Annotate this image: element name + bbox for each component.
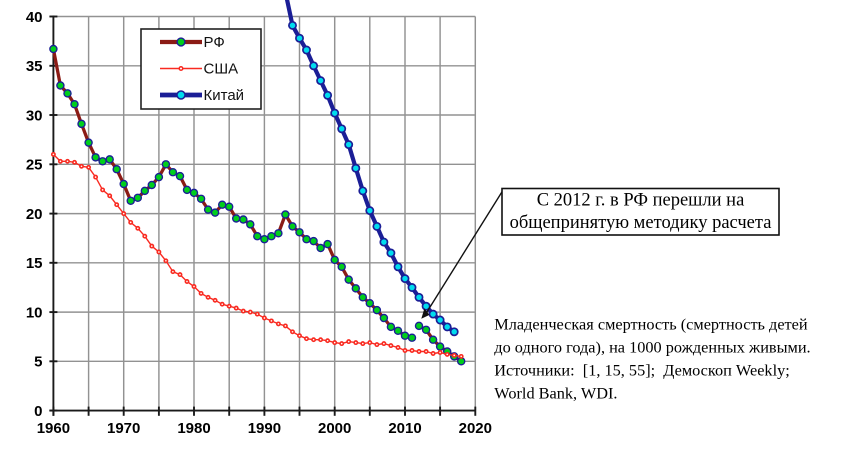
svg-text:0: 0 (34, 403, 42, 420)
svg-text:Младенческая смертность (смерт: Младенческая смертность (смертность дете… (494, 315, 808, 334)
svg-text:30: 30 (26, 107, 43, 124)
svg-text:35: 35 (26, 58, 43, 75)
svg-text:40: 40 (26, 9, 43, 26)
svg-text:С 2012 г. в РФ перешли на: С 2012 г. в РФ перешли на (537, 191, 745, 211)
svg-text:РФ: РФ (204, 34, 225, 51)
svg-text:общепринятую методику расчета: общепринятую методику расчета (510, 213, 772, 233)
svg-text:World Bank, WDI.: World Bank, WDI. (494, 383, 617, 402)
svg-text:1990: 1990 (248, 420, 281, 437)
svg-text:20: 20 (26, 206, 43, 223)
svg-text:до одного года), на 1000 рожде: до одного года), на 1000 рожденных живым… (494, 338, 810, 357)
svg-text:Китай: Китай (204, 87, 245, 104)
svg-text:1960: 1960 (37, 420, 70, 437)
svg-text:Источники: [1, 15, 55]; Демо: Источники: [1, 15, 55]; Демоскоп Weekly; (494, 360, 789, 379)
svg-text:2020: 2020 (459, 420, 492, 437)
svg-text:США: США (204, 61, 239, 78)
svg-text:1980: 1980 (177, 420, 210, 437)
svg-text:25: 25 (26, 157, 43, 174)
svg-text:2010: 2010 (388, 420, 421, 437)
svg-text:1970: 1970 (107, 420, 140, 437)
svg-text:10: 10 (26, 304, 43, 321)
svg-text:15: 15 (26, 255, 43, 272)
svg-text:5: 5 (34, 354, 42, 371)
svg-text:2000: 2000 (318, 420, 351, 437)
